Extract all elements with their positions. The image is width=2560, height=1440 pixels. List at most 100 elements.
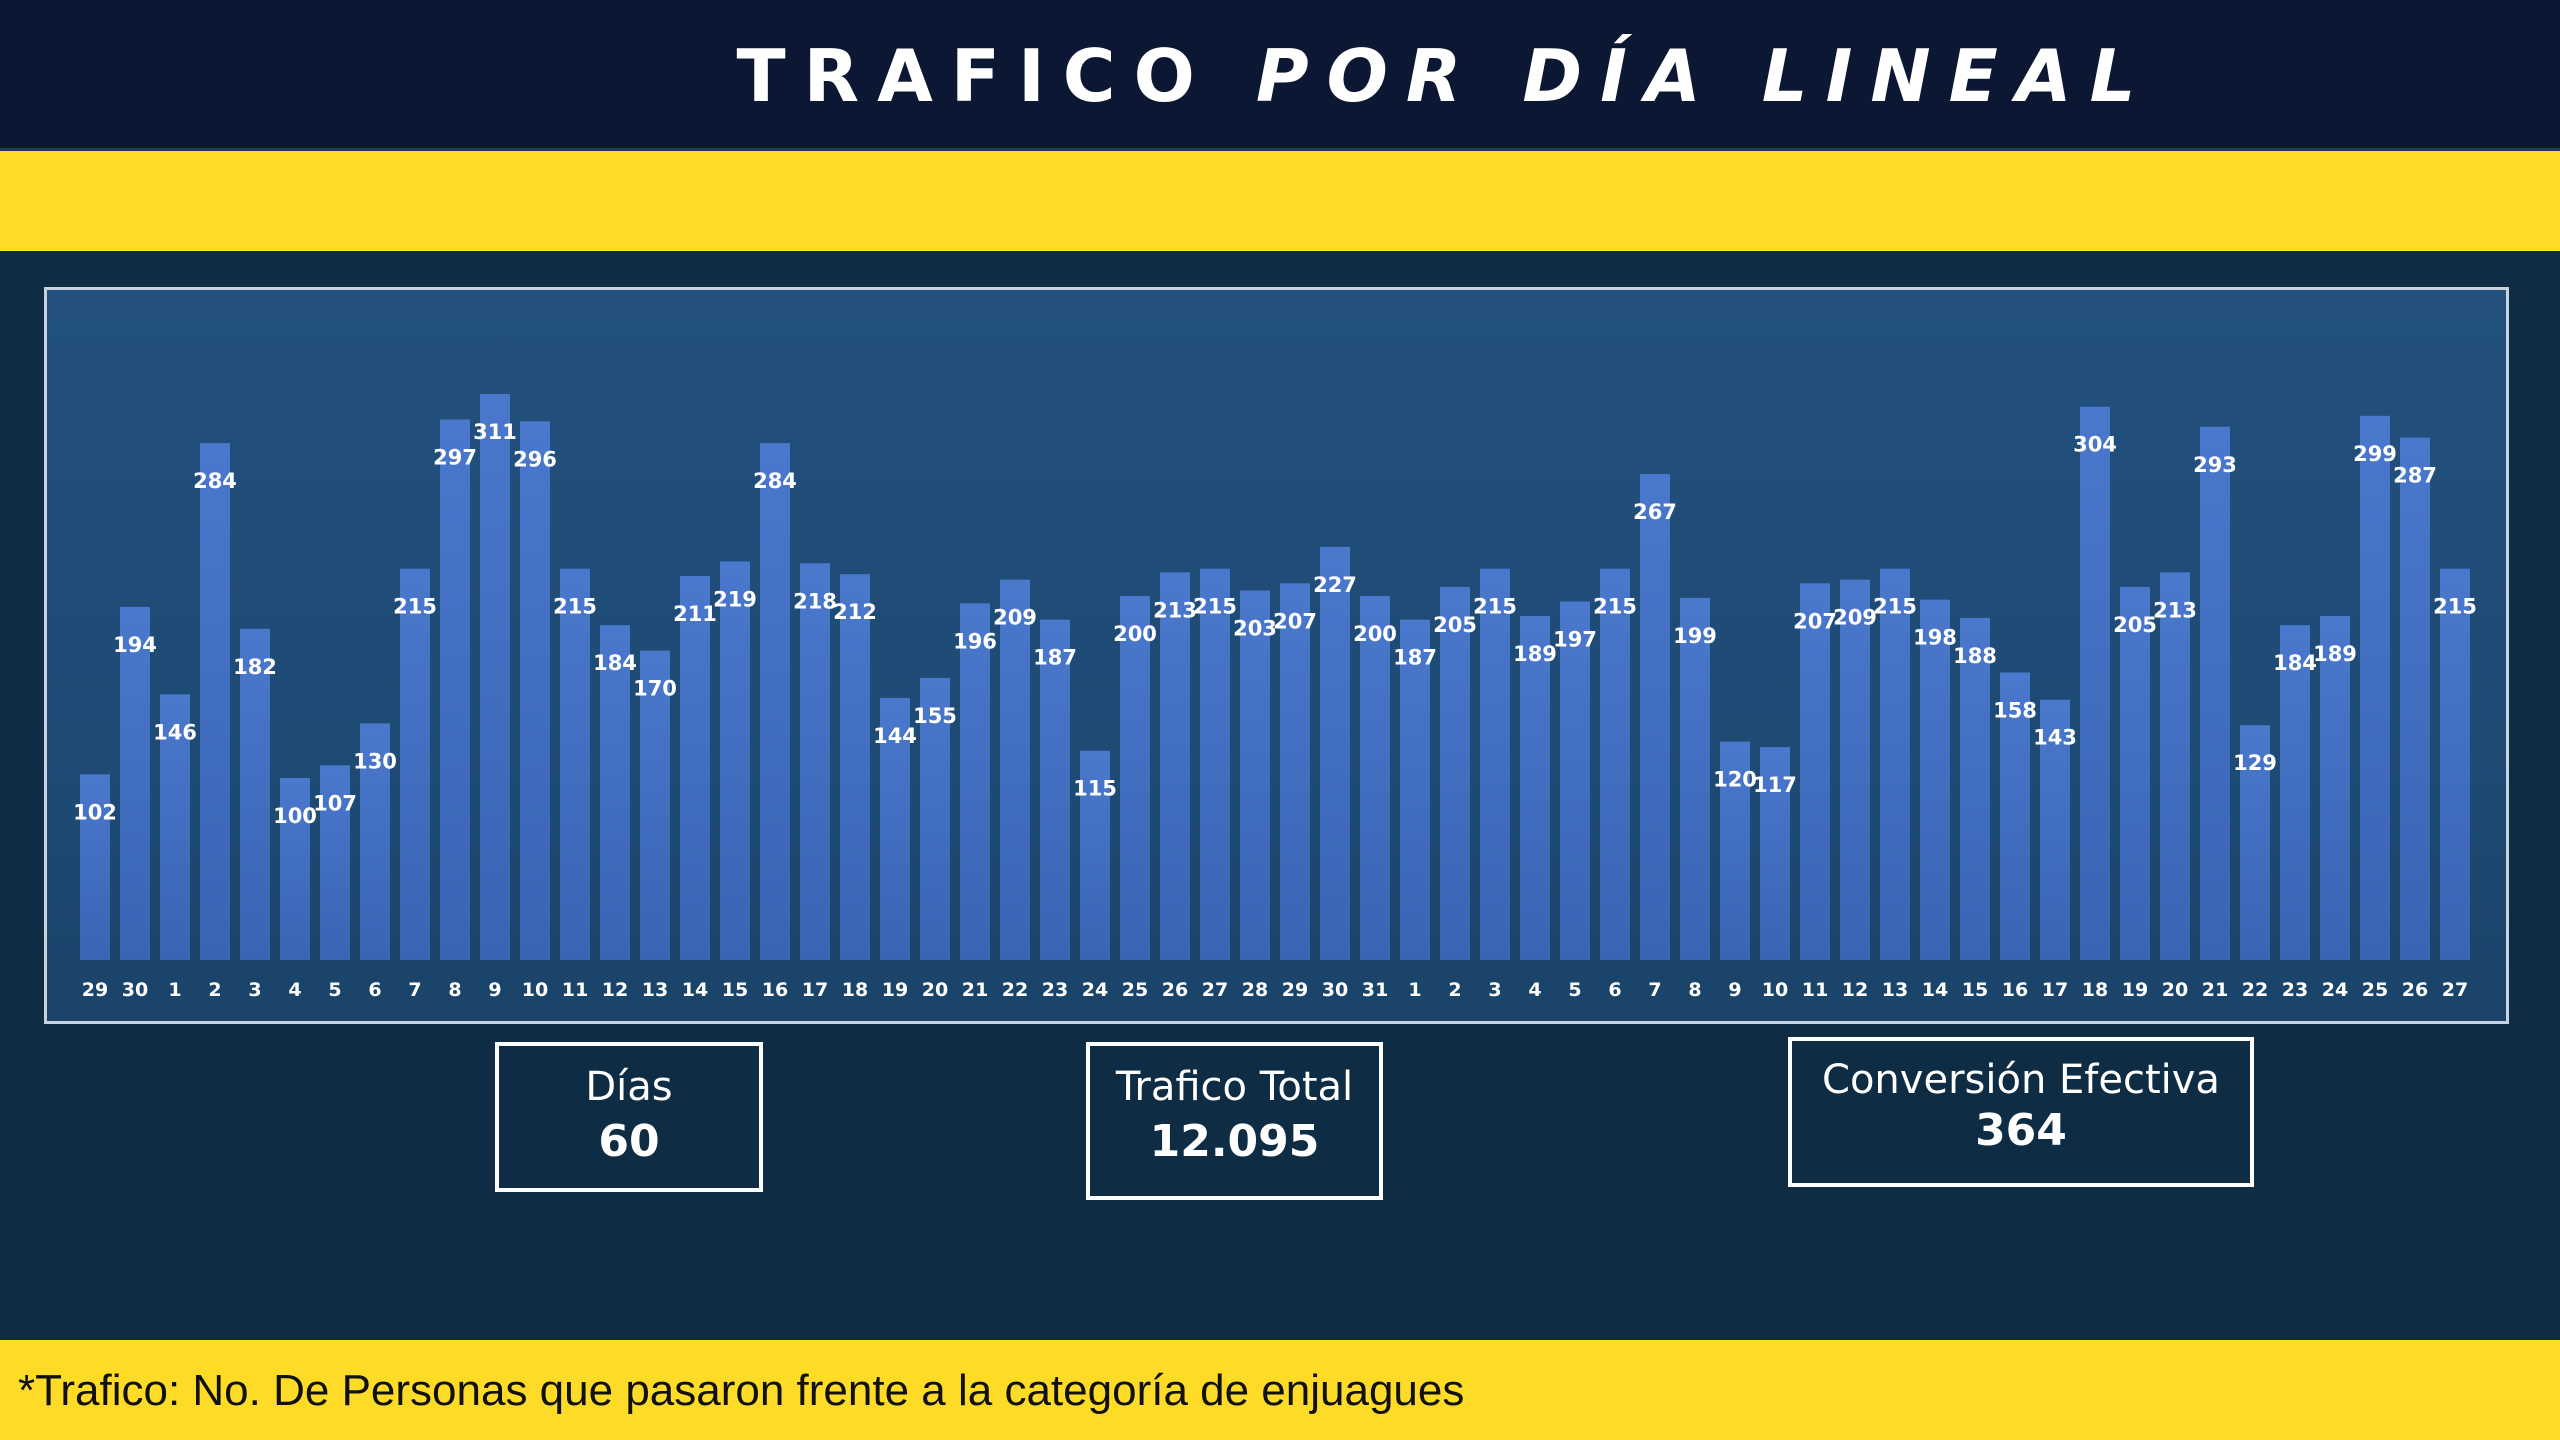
chart-area: 102 29 194 30 146 1 284 2 182 3 100 4 107 5 130 6 215 7 29…	[44, 287, 2509, 1024]
data-label: 197	[1553, 627, 1597, 651]
data-label: 218	[793, 589, 837, 613]
x-tick-label: 15	[722, 979, 748, 1001]
bar	[160, 694, 190, 960]
bar	[400, 568, 430, 960]
data-label: 213	[2153, 598, 2197, 622]
bar	[1720, 741, 1750, 960]
data-label: 146	[153, 720, 197, 744]
x-tick-label: 24	[1082, 979, 1108, 1001]
bar	[1800, 583, 1830, 960]
data-label: 293	[2193, 453, 2237, 477]
data-label: 196	[953, 629, 997, 653]
x-tick-label: 17	[802, 979, 828, 1001]
data-label: 287	[2393, 464, 2437, 488]
x-tick-label: 8	[1688, 979, 1701, 1001]
data-label: 158	[1993, 698, 2037, 722]
bar	[1680, 597, 1710, 960]
bar	[1000, 579, 1030, 960]
data-label: 297	[433, 445, 477, 469]
data-label: 215	[393, 595, 437, 619]
data-label: 184	[593, 651, 637, 675]
data-label: 205	[2113, 613, 2157, 637]
x-tick-label: 1	[168, 979, 181, 1001]
data-label: 267	[1633, 500, 1677, 524]
bar	[1840, 579, 1870, 960]
x-tick-label: 7	[1648, 979, 1661, 1001]
data-label: 215	[1193, 595, 1237, 619]
data-label: 187	[1033, 646, 1077, 670]
data-label: 182	[233, 655, 277, 679]
bar	[2080, 406, 2110, 960]
bar	[120, 606, 150, 960]
x-tick-label: 16	[2002, 979, 2028, 1001]
bar	[200, 443, 230, 960]
x-tick-label: 9	[488, 979, 501, 1001]
bar	[2000, 672, 2030, 960]
x-tick-label: 4	[288, 979, 301, 1001]
title-italic: POR DÍA LINEAL	[1255, 34, 2154, 118]
x-tick-label: 5	[1568, 979, 1581, 1001]
x-tick-label: 12	[602, 979, 628, 1001]
x-tick-label: 8	[448, 979, 461, 1001]
x-tick-label: 19	[882, 979, 908, 1001]
x-tick-label: 20	[2162, 979, 2188, 1001]
bar	[1040, 619, 1070, 960]
data-label: 215	[553, 595, 597, 619]
data-label: 211	[673, 602, 717, 626]
data-label: 188	[1953, 644, 1997, 668]
data-label: 215	[2433, 595, 2477, 619]
x-tick-label: 10	[1762, 979, 1788, 1001]
stat-conversion: Conversión Efectiva 364	[1788, 1037, 2254, 1187]
footer-note: *Trafico: No. De Personas que pasaron fr…	[18, 1366, 1465, 1415]
bar	[2360, 415, 2390, 960]
x-tick-label: 11	[1802, 979, 1828, 1001]
data-label: 107	[313, 791, 357, 815]
data-label: 219	[713, 587, 757, 611]
x-tick-label: 26	[2402, 979, 2428, 1001]
bar	[1640, 474, 1670, 960]
data-label: 304	[2073, 433, 2117, 457]
x-tick-label: 6	[368, 979, 381, 1001]
bar	[920, 677, 950, 960]
x-tick-label: 15	[1962, 979, 1988, 1001]
bar	[1360, 596, 1390, 960]
x-tick-label: 29	[1282, 979, 1308, 1001]
bar	[760, 443, 790, 960]
data-label: 144	[873, 724, 917, 748]
data-label: 284	[193, 469, 237, 493]
data-label: 200	[1353, 622, 1397, 646]
x-tick-label: 22	[1002, 979, 1028, 1001]
x-tick-label: 21	[2202, 979, 2228, 1001]
x-tick-label: 20	[922, 979, 948, 1001]
x-tick-label: 25	[2362, 979, 2388, 1001]
bar	[960, 603, 990, 960]
x-tick-label: 10	[522, 979, 548, 1001]
bar	[560, 568, 590, 960]
x-tick-label: 5	[328, 979, 341, 1001]
bar	[1560, 601, 1590, 960]
data-label: 184	[2273, 651, 2317, 675]
bar	[360, 723, 390, 960]
data-label: 296	[513, 447, 557, 471]
bar	[680, 575, 710, 960]
x-tick-label: 16	[762, 979, 788, 1001]
x-tick-label: 7	[408, 979, 421, 1001]
data-label: 143	[2033, 726, 2077, 750]
header-bar: TRAFICO POR DÍA LINEAL	[0, 0, 2560, 151]
footer-band: *Trafico: No. De Personas que pasaron fr…	[0, 1340, 2560, 1440]
data-label: 209	[993, 606, 1037, 630]
x-tick-label: 22	[2242, 979, 2268, 1001]
bar	[2280, 625, 2310, 960]
x-tick-label: 26	[1162, 979, 1188, 1001]
data-label: 209	[1833, 606, 1877, 630]
x-tick-label: 31	[1362, 979, 1388, 1001]
x-tick-label: 6	[1608, 979, 1621, 1001]
bar	[440, 419, 470, 960]
data-label: 203	[1233, 617, 1277, 641]
bar	[1600, 568, 1630, 960]
bar	[1240, 590, 1270, 960]
bar	[800, 563, 830, 960]
bar	[520, 421, 550, 960]
x-tick-label: 4	[1528, 979, 1541, 1001]
data-label: 227	[1313, 573, 1357, 597]
